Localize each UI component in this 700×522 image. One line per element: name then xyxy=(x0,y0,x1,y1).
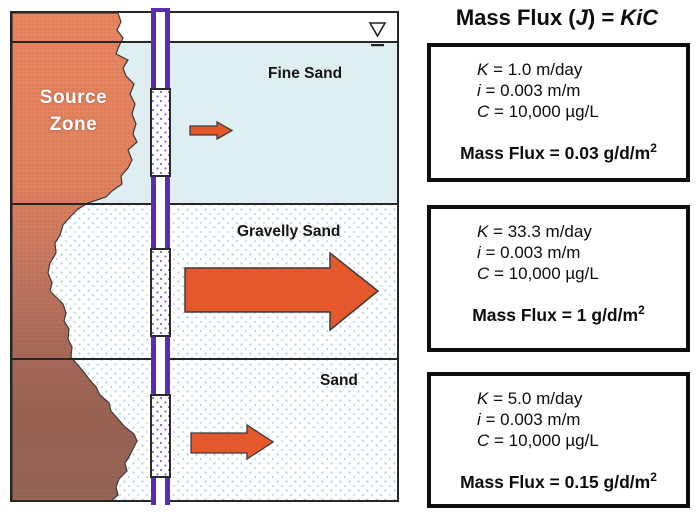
formula-var-j: J xyxy=(575,5,588,30)
formula-title: Mass Flux (J) = KiC xyxy=(418,5,696,31)
c-line: C = 10,000 µg/L xyxy=(477,102,599,121)
k-line: K = 5.0 m/day xyxy=(477,389,583,408)
water-table-icon xyxy=(368,22,387,47)
mass-flux-line: Mass Flux = 0.03 g/d/m2 xyxy=(460,141,657,163)
source-zone-label-line2: Zone xyxy=(49,114,98,135)
mass-flux-line: Mass Flux = 1 g/d/m2 xyxy=(472,303,645,325)
source-zone-shape xyxy=(12,13,138,500)
i-line: i = 0.003 m/m xyxy=(477,243,581,262)
formula-title-mid: ) = xyxy=(587,5,621,30)
parameter-block: K = 33.3 m/day i = 0.003 m/m C = 10,000 … xyxy=(477,221,686,284)
flux-box-gravelly-sand: K = 33.3 m/day i = 0.003 m/m C = 10,000 … xyxy=(427,205,690,352)
parameter-block: K = 1.0 m/day i = 0.003 m/m C = 10,000 µ… xyxy=(477,59,686,122)
aquifer-cross-section: Source Zone Fine Sand Gravelly Sand Sand xyxy=(10,11,399,502)
layer-boundary-1 xyxy=(12,203,397,205)
layer-boundary-2 xyxy=(12,358,397,360)
fine-sand-label: Fine Sand xyxy=(268,65,343,82)
k-line: K = 1.0 m/day xyxy=(477,60,583,79)
c-line: C = 10,000 µg/L xyxy=(477,264,599,283)
water-table-line xyxy=(12,41,397,43)
i-line: i = 0.003 m/m xyxy=(477,81,581,100)
well-screen-1 xyxy=(150,88,171,177)
mass-flux-line: Mass Flux = 0.15 g/d/m2 xyxy=(460,470,657,492)
gravelly-sand-label: Gravelly Sand xyxy=(237,223,341,240)
formula-var-kic: KiC xyxy=(620,5,659,30)
source-zone-label-line1: Source xyxy=(39,87,108,108)
formula-title-pre: Mass Flux ( xyxy=(455,5,576,30)
source-zone-label: Source Zone xyxy=(25,84,122,138)
well-screen-2 xyxy=(150,248,171,337)
parameter-block: K = 5.0 m/day i = 0.003 m/m C = 10,000 µ… xyxy=(477,388,686,451)
i-line: i = 0.003 m/m xyxy=(477,410,581,429)
flux-box-sand: K = 5.0 m/day i = 0.003 m/m C = 10,000 µ… xyxy=(427,372,690,508)
k-line: K = 33.3 m/day xyxy=(477,222,592,241)
well-screen-3 xyxy=(150,394,171,478)
c-line: C = 10,000 µg/L xyxy=(477,431,599,450)
sand-label: Sand xyxy=(320,372,358,389)
flux-box-fine-sand: K = 1.0 m/day i = 0.003 m/m C = 10,000 µ… xyxy=(427,43,690,182)
